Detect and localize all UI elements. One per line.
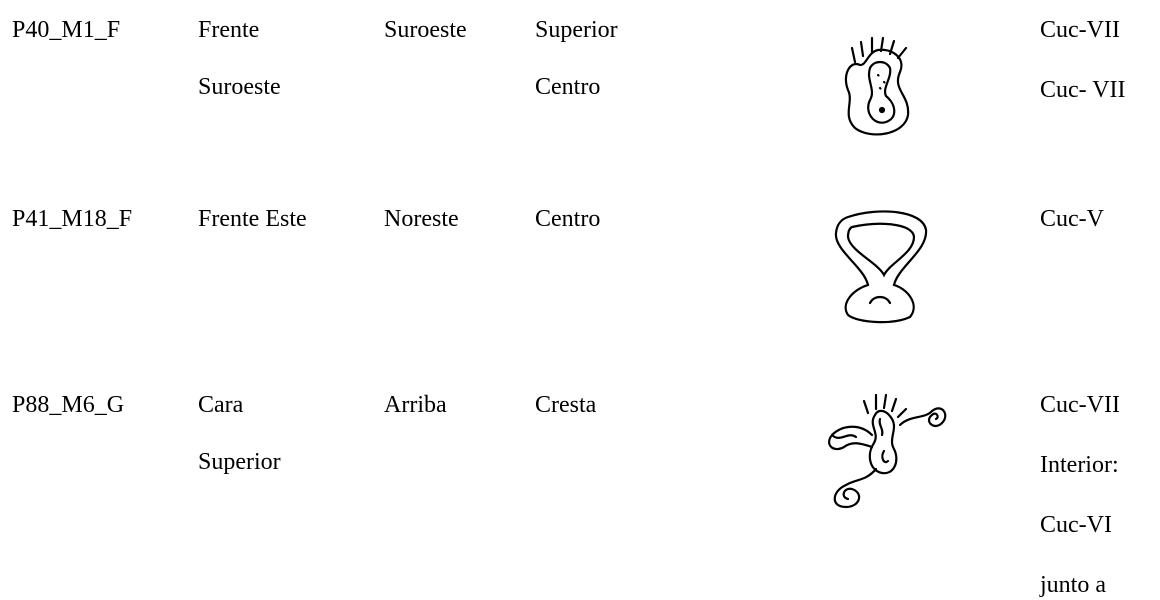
petroglyph-icon <box>828 393 947 509</box>
cell-text: junto a <box>1040 572 1106 598</box>
cell-text: Cuc-V <box>1040 206 1104 232</box>
cell-text: P41_M18_F <box>12 206 133 232</box>
cell-text: P40_M1_F <box>12 17 121 43</box>
cell-text: P88_M6_G <box>12 392 125 418</box>
cell-text: Frente Este <box>198 206 307 232</box>
cell-text: Suroeste <box>198 74 281 100</box>
cell-text: Cara <box>198 392 244 418</box>
cell-text: Cuc-VI <box>1040 512 1112 538</box>
cell-text: Centro <box>535 206 601 232</box>
cell-text: Cuc-VII <box>1040 17 1120 43</box>
cell-text: Noreste <box>384 206 459 232</box>
cell-text: Centro <box>535 74 601 100</box>
cell-text: Cuc-VII <box>1040 392 1120 418</box>
petroglyph-icon <box>844 36 910 136</box>
cell-text: Suroeste <box>384 17 467 43</box>
cell-text: Interior: <box>1040 452 1119 478</box>
cell-text: Cuc- VII <box>1040 77 1126 103</box>
cell-text: Superior <box>198 449 281 475</box>
cell-text: Superior <box>535 17 618 43</box>
cell-text: Cresta <box>535 392 597 418</box>
cell-text: Arriba <box>384 392 447 418</box>
petroglyph-icon <box>834 210 928 324</box>
cell-text: Frente <box>198 17 260 43</box>
